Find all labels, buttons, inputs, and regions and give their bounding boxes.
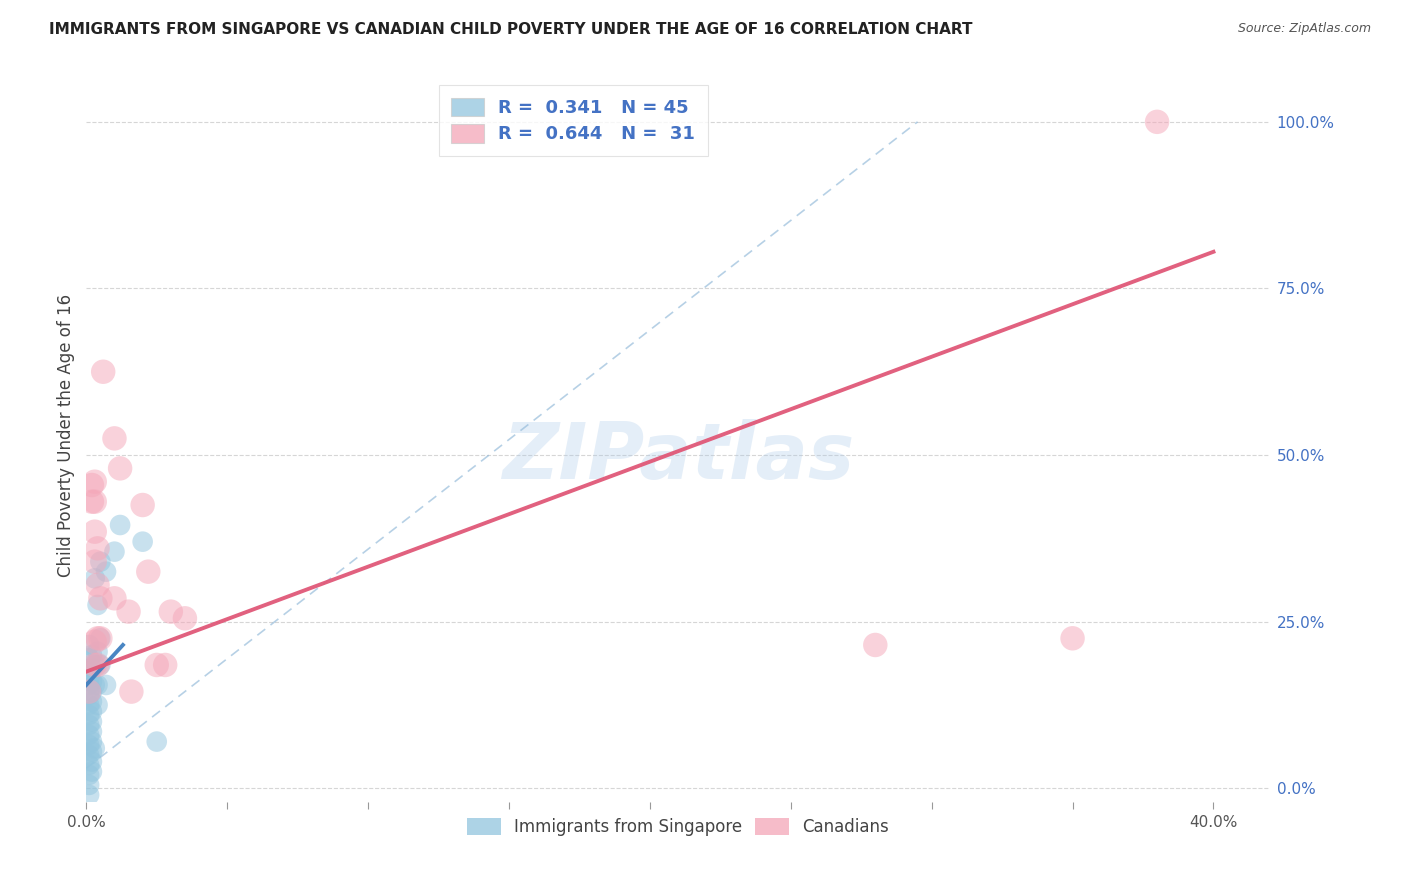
Point	[117, 605, 139, 619]
Point	[103, 591, 125, 606]
Point	[86, 645, 108, 659]
Point	[86, 678, 108, 692]
Point	[80, 661, 103, 675]
Point	[83, 634, 105, 648]
Point	[80, 755, 103, 769]
Point	[77, 708, 100, 723]
Text: IMMIGRANTS FROM SINGAPORE VS CANADIAN CHILD POVERTY UNDER THE AGE OF 16 CORRELAT: IMMIGRANTS FROM SINGAPORE VS CANADIAN CH…	[49, 22, 973, 37]
Point	[77, 788, 100, 802]
Point	[83, 571, 105, 585]
Point	[153, 657, 176, 672]
Point	[865, 638, 887, 652]
Point	[86, 598, 108, 612]
Point	[83, 657, 105, 672]
Point	[94, 678, 117, 692]
Point	[83, 657, 105, 672]
Point	[80, 705, 103, 719]
Point	[77, 678, 100, 692]
Point	[89, 657, 111, 672]
Point	[83, 494, 105, 508]
Point	[80, 734, 103, 748]
Point	[89, 591, 111, 606]
Point	[83, 555, 105, 569]
Point	[94, 565, 117, 579]
Point	[80, 695, 103, 709]
Point	[77, 684, 100, 698]
Point	[89, 632, 111, 646]
Point	[91, 365, 114, 379]
Point	[80, 764, 103, 779]
Point	[83, 741, 105, 756]
Point	[174, 611, 197, 625]
Point	[83, 524, 105, 539]
Point	[1062, 632, 1084, 646]
Point	[77, 728, 100, 742]
Point	[103, 431, 125, 445]
Point	[80, 745, 103, 759]
Point	[77, 718, 100, 732]
Point	[77, 665, 100, 679]
Point	[103, 544, 125, 558]
Text: ZIPatlas: ZIPatlas	[502, 419, 855, 495]
Point	[159, 605, 181, 619]
Point	[80, 714, 103, 729]
Point	[77, 671, 100, 685]
Text: Source: ZipAtlas.com: Source: ZipAtlas.com	[1237, 22, 1371, 36]
Point	[77, 747, 100, 762]
Point	[131, 498, 153, 512]
Point	[77, 651, 100, 665]
Point	[89, 555, 111, 569]
Point	[83, 475, 105, 489]
Point	[77, 698, 100, 712]
Point	[77, 778, 100, 792]
Point	[77, 768, 100, 782]
Point	[86, 698, 108, 712]
Point	[80, 494, 103, 508]
Point	[86, 541, 108, 556]
Point	[1146, 115, 1168, 129]
Point	[83, 678, 105, 692]
Point	[80, 648, 103, 662]
Point	[77, 758, 100, 772]
Point	[131, 534, 153, 549]
Point	[80, 724, 103, 739]
Point	[120, 684, 142, 698]
Point	[86, 632, 108, 646]
Point	[145, 657, 167, 672]
Point	[77, 638, 100, 652]
Point	[89, 632, 111, 646]
Point	[77, 688, 100, 702]
Point	[80, 684, 103, 698]
Point	[108, 518, 131, 533]
Point	[86, 578, 108, 592]
Point	[80, 674, 103, 689]
Point	[145, 734, 167, 748]
Legend: Immigrants from Singapore, Canadians: Immigrants from Singapore, Canadians	[458, 810, 897, 845]
Point	[80, 478, 103, 492]
Point	[86, 657, 108, 672]
Point	[77, 738, 100, 752]
Point	[108, 461, 131, 475]
Y-axis label: Child Poverty Under the Age of 16: Child Poverty Under the Age of 16	[58, 293, 75, 576]
Point	[136, 565, 159, 579]
